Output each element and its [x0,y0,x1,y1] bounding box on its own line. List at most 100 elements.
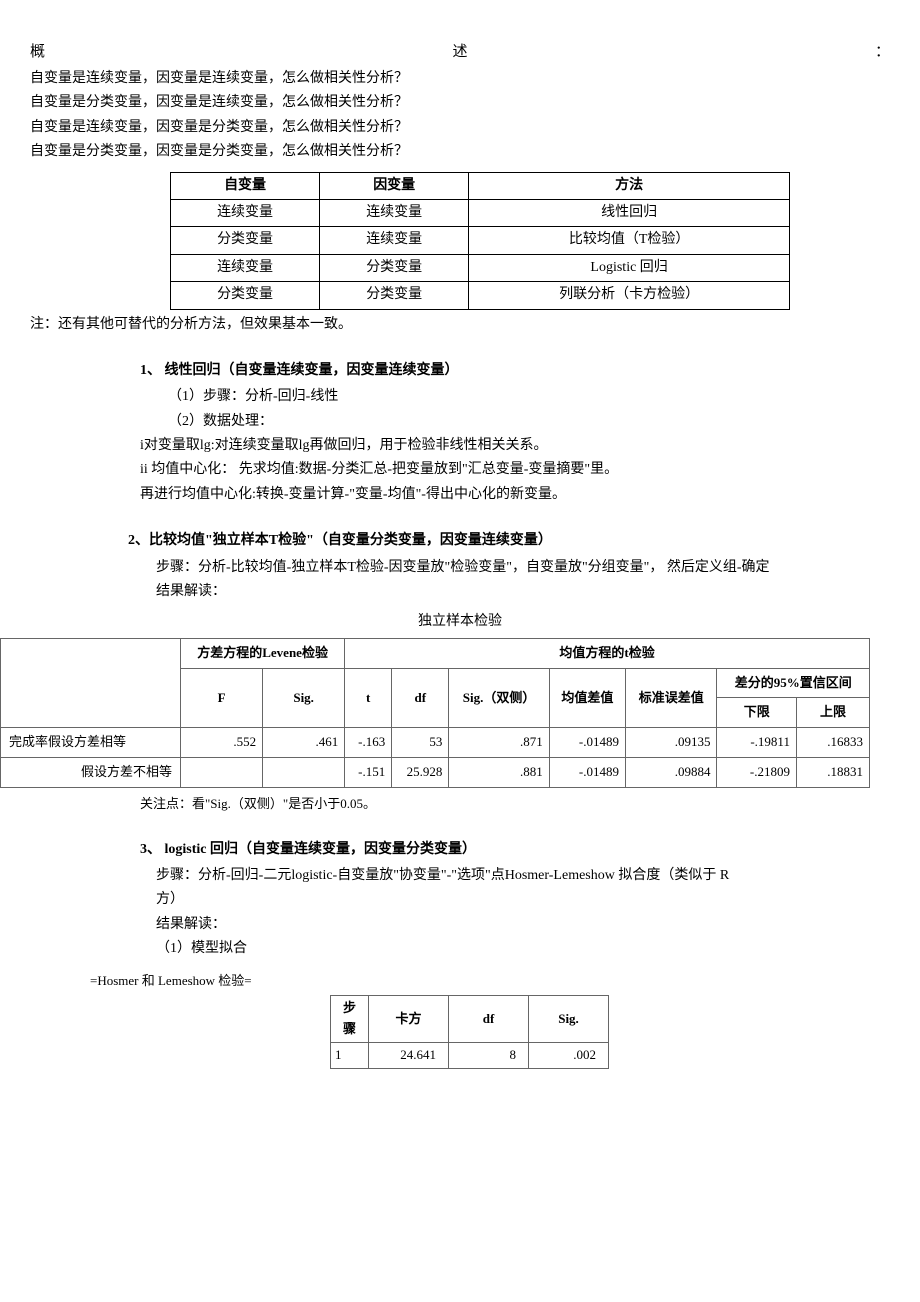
row-label: 假设方差不相等 [1,758,181,788]
col-header: df [392,668,449,728]
cell [181,758,263,788]
cell: 25.928 [392,758,449,788]
cell: .16833 [796,728,869,758]
content-line: 方） [156,889,890,911]
ttest-table: 方差方程的Levene检验 均值方程的t检验 F Sig. t df Sig.（… [0,638,870,788]
section-content: （1）步骤：分析-回归-线性 （2）数据处理： i对变量取lg:对连续变量取lg… [168,386,890,506]
table-row: 完成率假设方差相等 .552 .461 -.163 53 .871 -.0148… [1,728,870,758]
col-header: 因变量 [320,172,469,199]
cell: 分类变量 [320,282,469,309]
cell: 分类变量 [171,227,320,254]
cell: -.01489 [549,728,625,758]
intro-line: 自变量是分类变量，因变量是分类变量，怎么做相关性分析？ [30,141,890,163]
cell: 连续变量 [171,254,320,281]
col-header: t [345,668,392,728]
content-line: 再进行均值中心化:转换-变量计算-"变量-均值"-得出中心化的新变量。 [140,484,890,506]
table-row: 分类变量 连续变量 比较均值（T检验） [171,227,790,254]
col-header: 方法 [469,172,790,199]
ttest-header: 均值方程的t检验 [345,638,870,668]
cell: Logistic 回归 [469,254,790,281]
cell: -.163 [345,728,392,758]
cell: .881 [449,758,549,788]
cell: .552 [181,728,263,758]
col-header: Sig. [529,996,609,1043]
post-table-note: 关注点：看"Sig.（双侧）"是否小于0.05。 [140,794,890,815]
cell: -.01489 [549,758,625,788]
content-line: 步骤：分析-回归-二元logistic-自变量放"协变量"-"选项"点Hosme… [156,865,890,887]
col-header: Sig.（双侧） [449,668,549,728]
methods-table: 自变量 因变量 方法 连续变量 连续变量 线性回归 分类变量 连续变量 比较均值… [170,172,790,310]
header-right: ： [875,40,890,64]
table-row: 连续变量 连续变量 线性回归 [171,199,790,226]
col-header: 标准误差值 [626,668,717,728]
col-header: 下限 [717,698,796,728]
content-line: 结果解读： [156,914,890,936]
col-header: F [181,668,263,728]
col-header: df [449,996,529,1043]
cell: -.19811 [717,728,796,758]
col-header: 步骤 [331,996,369,1043]
table-row: 连续变量 分类变量 Logistic 回归 [171,254,790,281]
section-content: 步骤：分析-比较均值-独立样本T检验-因变量放"检验变量"，自变量放"分组变量"… [156,557,890,604]
cell: 连续变量 [171,199,320,226]
blank-header [1,638,181,727]
cell: .09135 [626,728,717,758]
intro-line: 自变量是连续变量，因变量是分类变量，怎么做相关性分析？ [30,117,890,139]
section-3: 3、 logistic 回归（自变量连续变量，因变量分类变量） 步骤：分析-回归… [140,839,890,961]
cell: 连续变量 [320,199,469,226]
cell: 24.641 [369,1042,449,1068]
col-header: 卡方 [369,996,449,1043]
section-1: 1、 线性回归（自变量连续变量，因变量连续变量） （1）步骤：分析-回归-线性 … [140,360,890,506]
cell: 连续变量 [320,227,469,254]
cell: 分类变量 [171,282,320,309]
col-header: 均值差值 [549,668,625,728]
section-title: 3、 logistic 回归（自变量连续变量，因变量分类变量） [140,839,890,861]
cell: 1 [331,1042,369,1068]
content-line: （1）步骤：分析-回归-线性 [168,386,890,408]
section-title: 2、比较均值"独立样本T检验"（自变量分类变量，因变量连续变量） [128,530,890,552]
col-header: 自变量 [171,172,320,199]
cell: -.21809 [717,758,796,788]
cell: 分类变量 [320,254,469,281]
cell: 线性回归 [469,199,790,226]
table-header-row: 方差方程的Levene检验 均值方程的t检验 [1,638,870,668]
header-left: 概 [30,40,45,64]
cell: .18831 [796,758,869,788]
cell [263,758,345,788]
table-header-row: 步骤 卡方 df Sig. [331,996,609,1043]
content-line: 步骤：分析-比较均值-独立样本T检验-因变量放"检验变量"，自变量放"分组变量"… [156,557,890,579]
cell: -.151 [345,758,392,788]
content-line: 结果解读： [156,581,890,603]
section-2: 2、比较均值"独立样本T检验"（自变量分类变量，因变量连续变量） 步骤：分析-比… [140,530,890,603]
content-line: i对变量取lg:对连续变量取lg再做回归，用于检验非线性相关关系。 [140,435,890,457]
cell: 8 [449,1042,529,1068]
row-label: 完成率假设方差相等 [1,728,181,758]
cell: 列联分析（卡方检验） [469,282,790,309]
ci-header: 差分的95%置信区间 [717,668,870,698]
levene-header: 方差方程的Levene检验 [181,638,345,668]
cell: 53 [392,728,449,758]
table-row: 1 24.641 8 .002 [331,1042,609,1068]
cell: 比较均值（T检验） [469,227,790,254]
cell: .09884 [626,758,717,788]
col-header: Sig. [263,668,345,728]
section-content: 步骤：分析-回归-二元logistic-自变量放"协变量"-"选项"点Hosme… [156,865,890,961]
table-row: 分类变量 分类变量 列联分析（卡方检验） [171,282,790,309]
intro-line: 自变量是连续变量，因变量是连续变量，怎么做相关性分析？ [30,68,890,90]
table2-title: 独立样本检验 [30,611,890,633]
col-header: 上限 [796,698,869,728]
cell: .461 [263,728,345,758]
cell: .002 [529,1042,609,1068]
table-row: 假设方差不相等 -.151 25.928 .881 -.01489 .09884… [1,758,870,788]
content-line: ii 均值中心化： 先求均值:数据-分类汇总-把变量放到"汇总变量-变量摘要"里… [140,459,890,481]
content-line: （1）模型拟合 [156,938,890,960]
hl-table: 步骤 卡方 df Sig. 1 24.641 8 .002 [330,995,609,1068]
section-title: 1、 线性回归（自变量连续变量，因变量连续变量） [140,360,890,382]
header-middle: 述 [452,40,467,64]
content-line: （2）数据处理： [168,411,890,433]
page-title-row: 概 述 ： [30,40,890,64]
cell: .871 [449,728,549,758]
intro-line: 自变量是分类变量，因变量是连续变量，怎么做相关性分析？ [30,92,890,114]
hl-test-title: =Hosmer 和 Lemeshow 检验= [90,971,890,992]
table-note: 注：还有其他可替代的分析方法，但效果基本一致。 [30,314,890,336]
